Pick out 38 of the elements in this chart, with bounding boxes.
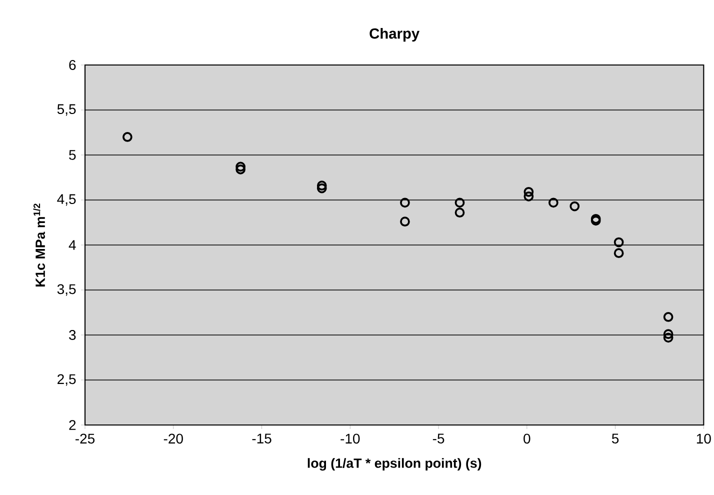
x-tick-label: -15 xyxy=(252,434,272,444)
point xyxy=(454,208,465,218)
x-axis-title: log (1/aT * epsilon point) (s) xyxy=(308,458,482,471)
x-tick-label: -10 xyxy=(340,434,360,444)
y-tick-label: 3,5 xyxy=(57,284,76,296)
x-tick-label: 5 xyxy=(612,434,619,444)
x-tick-label: -5 xyxy=(432,434,444,444)
point xyxy=(548,198,558,208)
y-tick-label: 4 xyxy=(68,240,76,250)
y-tick-label: 5 xyxy=(69,150,76,160)
point xyxy=(236,164,246,174)
y-axis-title: K1c MPa m$^{1/2}$ xyxy=(33,204,46,286)
point xyxy=(236,162,246,172)
x-tick-label: 0 xyxy=(524,434,530,444)
point xyxy=(400,198,410,208)
x-tick-label: -25 xyxy=(76,434,95,444)
point xyxy=(454,198,465,208)
y-tick-label: 2,5 xyxy=(58,374,76,386)
y-tick-label: 3 xyxy=(69,330,76,340)
y-tick-label: 4,5 xyxy=(57,194,76,206)
point xyxy=(316,183,327,194)
point xyxy=(122,132,132,142)
x-tick-label: -20 xyxy=(164,434,183,444)
y-tick-label: 6 xyxy=(69,60,76,70)
point xyxy=(614,237,624,248)
chart-title: Charpy xyxy=(370,28,420,42)
point xyxy=(316,180,327,191)
point xyxy=(524,191,534,202)
point xyxy=(663,332,674,343)
point xyxy=(663,329,674,340)
point xyxy=(570,201,580,212)
point xyxy=(663,312,674,322)
point xyxy=(400,216,410,227)
point xyxy=(614,248,624,258)
y-tick-label: 5,5 xyxy=(57,104,76,116)
x-tick-label: 10 xyxy=(696,434,711,444)
point xyxy=(524,186,534,197)
y-tick-label: 2 xyxy=(69,420,76,430)
